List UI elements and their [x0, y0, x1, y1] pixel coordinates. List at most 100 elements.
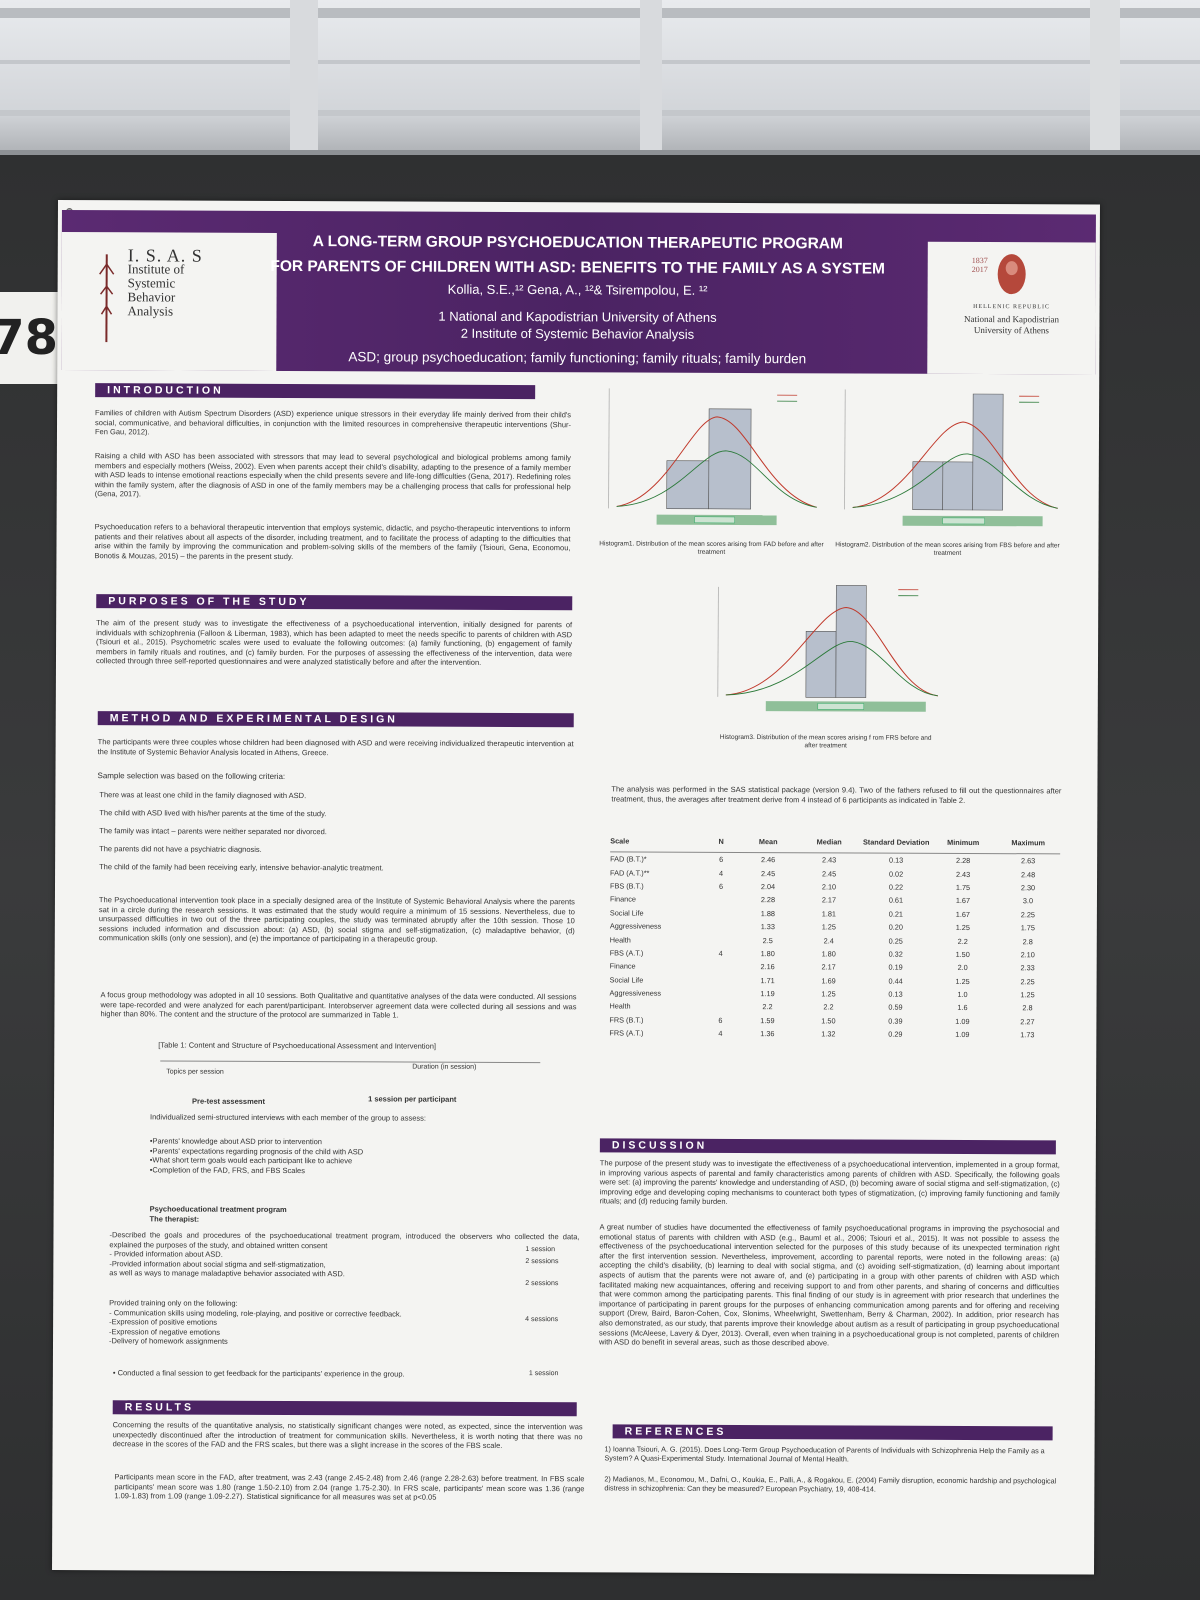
ceiling	[0, 0, 1200, 160]
poster-title: A LONG-TERM GROUP PSYCHOEDUCATION THERAP…	[258, 229, 898, 282]
table-cell: 2.48	[1020, 869, 1036, 879]
section-heading-method: METHOD AND EXPERIMENTAL DESIGN	[97, 711, 574, 728]
poster: I. S. A. S Institute of Systemic Behavio…	[52, 200, 1100, 1575]
method-paragraph: The participants were three couples whos…	[97, 737, 574, 757]
table-cell: Health	[609, 1001, 631, 1011]
table-cell: 2.28	[760, 895, 776, 905]
table-cell: 0.19	[888, 962, 903, 973]
logo-line: University of Athens	[973, 324, 1049, 336]
table-cell: 2.4	[823, 935, 834, 945]
table-cell: 6	[718, 1015, 723, 1025]
isas-logo: I. S. A. S Institute of Systemic Behavio…	[61, 232, 277, 371]
table-header: N	[718, 836, 724, 846]
table-cell: 1.0	[957, 990, 968, 1000]
criteria-list: There was at least one child in the fami…	[99, 790, 575, 882]
table-cell: 1.25	[955, 923, 970, 933]
table-cell: FRS (B.T.)	[609, 1015, 644, 1025]
discussion-paragraph: The purpose of the present study was to …	[599, 1158, 1060, 1207]
title-line: A LONG-TERM GROUP PSYCHOEDUCATION THERAP…	[312, 233, 843, 253]
histogram-caption: Histogram1. Distribution of the mean sco…	[599, 540, 824, 556]
table-cell: 1.25	[1020, 990, 1035, 1000]
table-cell: 0.22	[888, 882, 904, 892]
intro-paragraph: Raising a child with ASD has been associ…	[94, 451, 571, 499]
table-cell: 0.29	[888, 1029, 903, 1039]
table1-cell: 4 sessions	[525, 1316, 559, 1324]
logo-year: 2017	[971, 264, 988, 275]
table-cell: 2.8	[1022, 936, 1033, 946]
table-cell: Finance	[609, 961, 636, 971]
table-cell: 2.46	[760, 855, 776, 865]
table-header: Scale	[610, 836, 630, 846]
table-cell: 1.09	[955, 1016, 970, 1026]
table1-cell: The therapist:	[149, 1214, 200, 1224]
table-cell: 2.10	[821, 882, 837, 892]
table1-cell: 1 session per participant	[368, 1094, 457, 1104]
table-cell: 2.27	[1020, 1017, 1035, 1027]
table1-header: Topics per session	[166, 1068, 224, 1076]
table1-title: [Table 1: Content and Structure of Psych…	[158, 1040, 437, 1051]
histogram-chart	[608, 388, 817, 526]
histogram-chart	[844, 389, 1058, 527]
method-paragraph: A focus group methodology was adopted in…	[100, 990, 577, 1020]
table-cell: 1.50	[821, 1016, 836, 1026]
table-cell: 2.28	[955, 856, 971, 866]
athena-seal-icon	[997, 254, 1026, 295]
table-header: Mean	[758, 837, 778, 847]
table-cell: 2.2	[823, 1002, 834, 1012]
table-cell: 3.0	[1022, 896, 1034, 906]
table-cell: FAD (A.T.)**	[610, 867, 650, 878]
table1-header: Duration (in session)	[412, 1063, 477, 1071]
table-header: Standard Deviation	[862, 837, 930, 847]
table-cell: 1.75	[955, 882, 971, 892]
method-paragraph: The Psychoeducational intervention took …	[98, 895, 575, 945]
affiliation: 2 Institute of Systemic Behavior Analysi…	[460, 325, 695, 342]
table-cell: 4	[719, 868, 724, 878]
histogram-fad: Histogram1. Distribution of the mean sco…	[597, 378, 828, 556]
logo-year: 1837	[971, 255, 988, 266]
discussion-paragraph: A great number of studies have documente…	[599, 1222, 1060, 1348]
table-cell: 2.45	[821, 868, 837, 878]
table1-cell: 2 sessions	[525, 1280, 559, 1288]
table-body: FAD (B.T.)* 6 2.46 2.43 0.13 2.28 2.63 FAD (A.T…	[609, 852, 1060, 1041]
table-cell: Social Life	[609, 908, 644, 918]
method-paragraph: Sample selection was based on the follow…	[97, 771, 286, 781]
table-cell: FBS (B.T.)	[609, 881, 644, 891]
booth-number: 78	[0, 292, 62, 384]
table-cell: 2.43	[821, 855, 837, 865]
table1-cell: -Described the goals and procedures of t…	[109, 1230, 580, 1279]
table1-cell: Individualized semi-structured interview…	[149, 1112, 426, 1123]
divider	[160, 1060, 541, 1064]
table-cell: 2.63	[1020, 856, 1036, 866]
table-cell: 4	[718, 948, 723, 958]
table-cell: 1.75	[1020, 923, 1035, 933]
logo-line: HELLENIC REPUBLIC	[973, 303, 1050, 311]
table-cell: 1.09	[955, 1030, 970, 1040]
table-cell: 1.33	[760, 922, 775, 932]
table-cell: 0.61	[888, 895, 904, 906]
histogram-caption: Histogram3. Distribution of the mean sco…	[719, 733, 932, 750]
table-cell: FBS (A.T.)	[609, 948, 644, 958]
keywords: ASD; group psychoeducation; family funct…	[348, 349, 807, 367]
logo-line: Analysis	[127, 303, 174, 319]
section-heading-purposes: PURPOSES OF THE STUDY	[96, 594, 573, 611]
table-cell: 0.13	[888, 989, 903, 999]
table-cell: 2.25	[1020, 909, 1036, 920]
purposes-paragraph: The aim of the present study was to inve…	[95, 618, 573, 668]
table1-cell: Psychoeducational treatment program	[149, 1204, 287, 1215]
table-header: Maximum	[1011, 838, 1046, 848]
table-cell: 2.43	[955, 869, 971, 879]
criteria-item: There was at least one child in the fami…	[99, 790, 307, 801]
table-cell: 1.6	[957, 1003, 968, 1013]
table-cell: 2.30	[1020, 883, 1036, 893]
table-cell: 0.25	[888, 936, 903, 946]
table-cell: 1.71	[760, 975, 775, 985]
table-cell: 0.44	[888, 976, 903, 986]
table-cell: 1.25	[821, 922, 836, 932]
table-cell: FAD (B.T.)*	[610, 854, 647, 864]
criteria-item: The child of the family had been receivi…	[99, 862, 384, 873]
affiliations: 1 National and Kapodistrian University o…	[287, 307, 867, 344]
table-cell: 2.2	[957, 936, 968, 946]
figure-icon	[99, 254, 115, 343]
table-cell: 1.80	[760, 948, 775, 959]
table-cell: 0.39	[888, 1016, 903, 1026]
